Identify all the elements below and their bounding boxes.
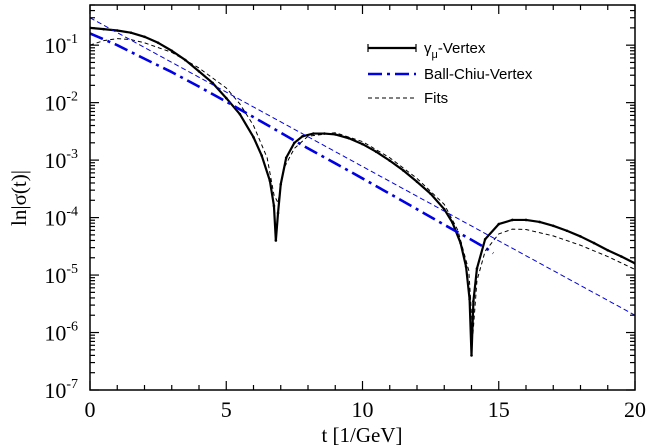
series-point-0-24 (333, 133, 337, 136)
series-point-0-17 (276, 211, 280, 215)
series-point-0-35 (464, 265, 468, 268)
series-point-0-43 (524, 218, 528, 222)
x-axis-title: t [1/GeV] (321, 423, 402, 447)
tick-labels-layer: 0 5 10 15 20 10-7 10-6 10-5 10-4 10-3 10-2 10-1 (44, 32, 646, 422)
series-point-0-1 (102, 27, 105, 31)
series-point-0-40 (483, 237, 487, 241)
plot-frame (89, 4, 636, 391)
legend-label-2: Fits (424, 90, 448, 107)
series-point-0-30 (415, 180, 419, 184)
series-point-0-27 (374, 150, 378, 154)
series-layer (90, 17, 635, 357)
x-tick-label-2: 10 (352, 397, 374, 422)
series-point-0-26 (361, 142, 364, 146)
series-point-0-47 (579, 235, 582, 238)
legend-label-1: Ball-Chiu-Vertex (424, 66, 533, 83)
series-point-0-10 (224, 96, 228, 100)
series-point-0-19 (284, 156, 288, 160)
series-line-3 (90, 17, 635, 316)
series-point-0-44 (538, 220, 541, 224)
series-point-0-37 (470, 354, 473, 357)
y-tick-label-1: 10-6 (44, 320, 78, 346)
series-point-0-45 (551, 224, 555, 228)
series-point-0-4 (143, 35, 146, 39)
series-point-0-22 (312, 132, 315, 135)
series-point-0-5 (156, 41, 160, 45)
legend: γμ-Vertex Ball-Chiu-Vertex Fits (367, 40, 533, 107)
series-point-0-38 (472, 299, 475, 303)
series-point-0-42 (511, 218, 514, 222)
series-point-0-28 (388, 159, 392, 162)
y-tick-label-6: 10-1 (44, 32, 78, 58)
series-point-0-11 (238, 112, 242, 116)
legend-label-0: γμ-Vertex (424, 40, 486, 61)
ticks-layer (89, 4, 636, 391)
y-tick-label-3: 10-4 (44, 205, 78, 231)
series-point-0-3 (129, 31, 133, 34)
y-tick-label-5: 10-2 (44, 90, 78, 116)
series-point-0-41 (497, 222, 501, 226)
series-point-0-31 (429, 192, 432, 196)
y-tick-label-4: 10-3 (44, 147, 78, 173)
series-point-0-9 (211, 81, 214, 85)
series-point-0-25 (347, 136, 351, 140)
x-tick-label-0: 0 (85, 397, 96, 422)
series-point-0-32 (442, 207, 446, 211)
series-point-0-49 (606, 248, 610, 252)
series-line-0 (90, 26, 635, 357)
x-tick-label-3: 15 (488, 397, 510, 422)
x-tick-label-4: 20 (624, 397, 646, 422)
series-line-2 (90, 38, 635, 336)
series-point-0-15 (272, 204, 276, 208)
series-point-0-2 (115, 29, 119, 32)
series-point-0-14 (268, 179, 272, 182)
series-point-0-8 (197, 70, 201, 73)
y-tick-label-2: 10-5 (44, 262, 78, 288)
series-point-0-46 (565, 229, 569, 233)
series-point-0-50 (620, 255, 623, 258)
series-point-0-6 (170, 49, 174, 53)
y-tick-label-0: 10-7 (44, 377, 78, 403)
series-point-0-29 (402, 169, 405, 172)
series-point-0-39 (475, 267, 479, 270)
series-point-0-48 (592, 241, 596, 245)
series-point-0-21 (301, 134, 304, 138)
series-point-0-20 (293, 141, 296, 145)
y-axis-title: ln|σ(t)| (7, 170, 31, 226)
series-line-1 (90, 32, 495, 255)
series-point-0-12 (252, 135, 255, 139)
series-point-0-16 (274, 239, 278, 242)
x-tick-label-1: 5 (221, 397, 232, 422)
series-point-0-13 (260, 154, 263, 157)
